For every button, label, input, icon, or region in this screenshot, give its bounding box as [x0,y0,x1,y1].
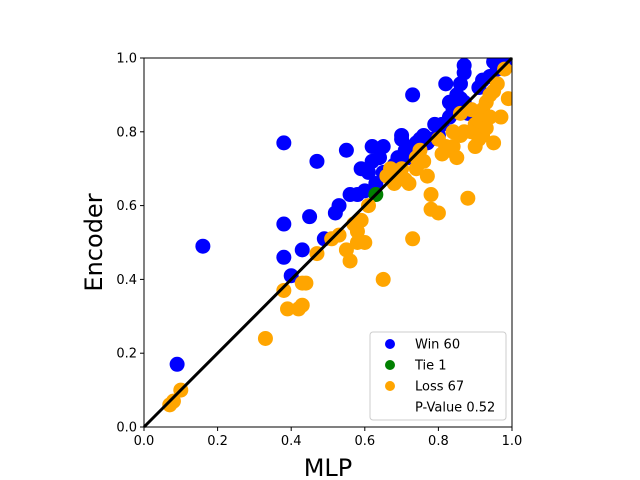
data-point [276,216,292,232]
data-point [165,393,181,409]
x-tick-label: 0.8 [428,434,449,449]
data-point [486,135,502,151]
data-point [276,135,292,151]
y-axis-ticks: 0.0 0.2 0.4 0.6 0.8 1.0 [116,52,144,436]
data-point [276,282,292,298]
x-tick-label: 0.2 [207,434,228,449]
data-point [430,205,446,221]
data-point [423,187,439,203]
data-point [445,124,461,140]
legend-label: P-Value 0.52 [415,401,495,416]
data-point [169,356,185,372]
data-point [493,109,509,125]
data-point [283,268,299,284]
diagonal-line [142,56,514,429]
y-axis-label: Encoder [80,193,108,291]
y-tick-label: 0.8 [116,125,137,140]
data-point [357,235,373,250]
legend-box [369,331,507,421]
data-point [298,275,314,291]
y-tick-label: 1.0 [116,52,137,67]
data-point [456,58,472,73]
x-tick-label: 0.4 [281,434,302,449]
data-point [294,242,310,258]
data-point [280,301,296,317]
data-point [489,76,505,92]
legend-label: Win 60 [415,338,460,353]
data-point [375,139,391,155]
x-tick-label: 0.0 [134,434,155,449]
legend-marker [385,381,395,391]
x-tick-label: 0.6 [354,434,375,449]
data-point [408,150,424,166]
data-point [331,227,347,243]
data-point [438,76,454,92]
legend: Win 60 Tie 1 Loss 67 P-Value 0.52 [369,331,507,421]
data-point [342,253,358,269]
data-point [364,139,380,155]
y-tick-label: 0.0 [116,421,137,436]
legend-label: Loss 67 [415,380,464,395]
x-tick-label: 1.0 [502,434,523,449]
legend-label: Tie 1 [414,359,447,374]
data-point [401,175,417,191]
plot-frame [143,57,513,428]
data-point [375,271,391,287]
y-tick-label: 0.2 [116,347,137,362]
x-axis-ticks: 0.0 0.2 0.4 0.6 0.8 1.0 [134,427,523,449]
data-point [338,142,354,158]
data-point [331,198,347,214]
data-point [257,330,273,346]
data-point [482,109,498,125]
data-point [309,153,325,169]
x-axis-label: MLP [304,454,353,480]
data-point [294,297,310,313]
data-point [360,198,376,214]
data-point [195,238,211,254]
data-point [276,249,292,265]
legend-marker [385,339,395,349]
y-tick-label: 0.4 [116,273,137,288]
data-point [497,61,512,77]
y-tick-label: 0.6 [116,199,137,214]
data-point [353,212,369,228]
data-point [405,87,421,103]
data-point [460,190,476,206]
legend-marker [385,360,395,370]
data-point [452,105,468,121]
data-point [419,168,435,184]
data-point [500,91,512,107]
data-point [405,231,421,247]
data-point [449,150,465,166]
data-point [302,209,318,225]
data-point [368,175,384,191]
